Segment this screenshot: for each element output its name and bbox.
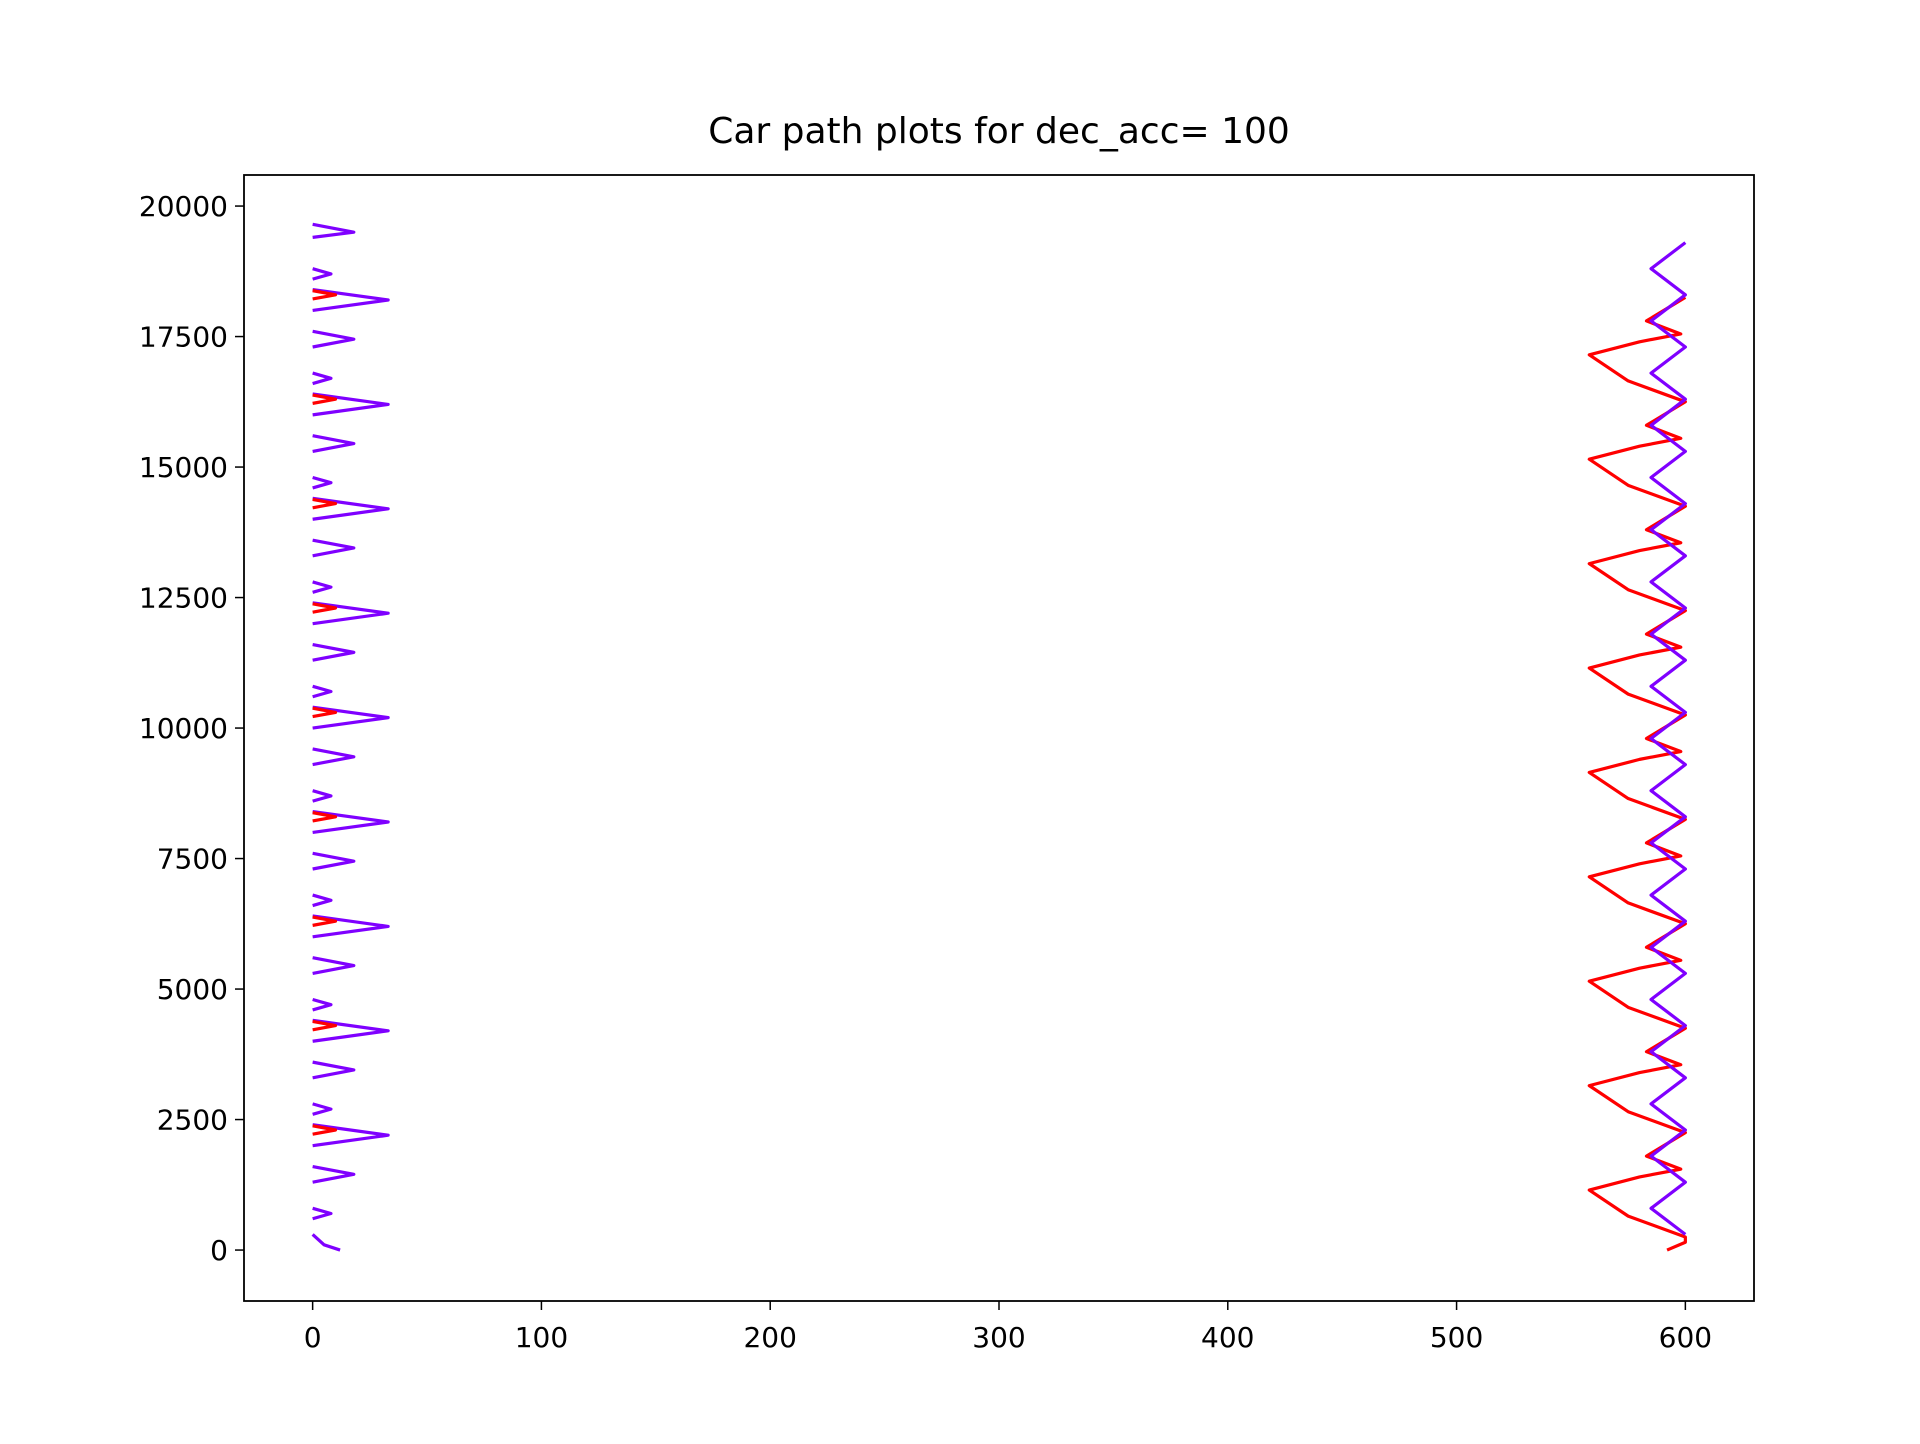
y-tick-label: 10000 [139, 712, 228, 745]
car-path [311, 222, 390, 1252]
y-tick-label: 17500 [139, 321, 228, 354]
car-path [1649, 241, 1687, 1236]
plot-frame [243, 174, 1755, 1302]
y-tick-label: 7500 [157, 843, 228, 876]
y-tick-label: 2500 [157, 1104, 228, 1137]
x-tick-label: 600 [1659, 1321, 1712, 1354]
car-path [312, 289, 338, 1136]
x-tick-label: 200 [743, 1321, 796, 1354]
y-tick-label: 5000 [157, 973, 228, 1006]
x-tick-label: 100 [515, 1321, 568, 1354]
x-tick-label: 0 [304, 1321, 322, 1354]
x-tick-label: 400 [1201, 1321, 1254, 1354]
chart-title: Car path plots for dec_acc= 100 [708, 111, 1290, 152]
y-tick-label: 20000 [139, 190, 228, 223]
y-tick-label: 0 [210, 1234, 228, 1267]
x-tick-label: 500 [1430, 1321, 1483, 1354]
x-tick-label: 300 [972, 1321, 1025, 1354]
y-tick-label: 12500 [139, 582, 228, 615]
y-tick-label: 15000 [139, 451, 228, 484]
car-path [1587, 296, 1687, 1252]
